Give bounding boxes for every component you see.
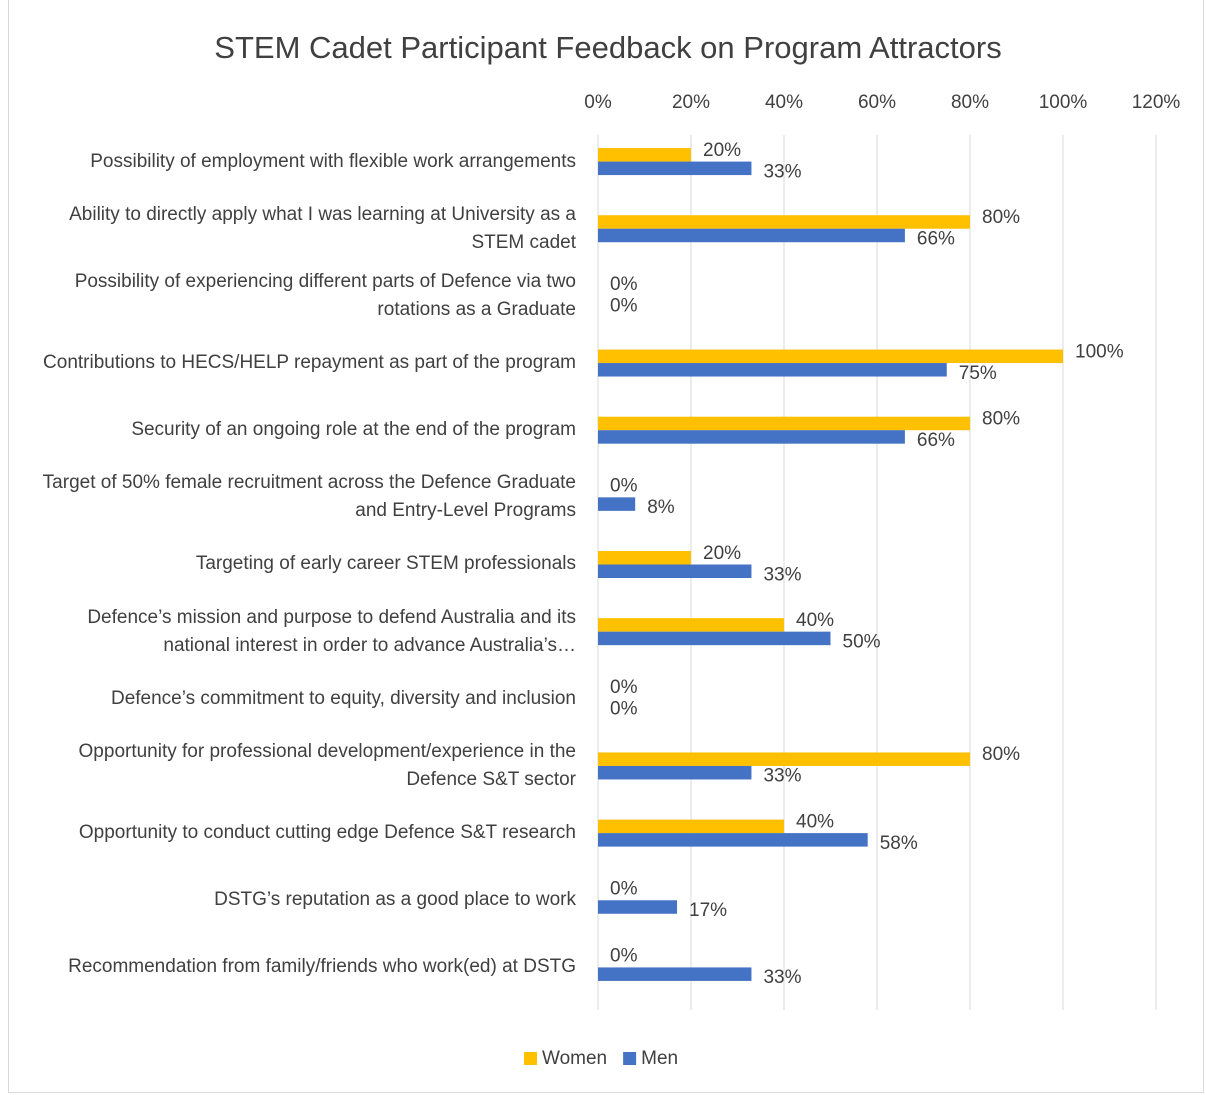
data-label: 75% xyxy=(959,363,997,384)
data-label: 33% xyxy=(763,766,801,787)
legend-label: Women xyxy=(542,1048,607,1069)
bar xyxy=(598,430,905,444)
bar xyxy=(598,497,636,511)
x-tick-label: 0% xyxy=(584,92,612,113)
bar xyxy=(598,765,752,780)
bar xyxy=(598,967,752,981)
data-label: 66% xyxy=(917,228,955,249)
bar xyxy=(598,819,784,834)
bar xyxy=(598,833,868,847)
data-label: 0% xyxy=(610,879,638,900)
data-label: 0% xyxy=(610,274,638,295)
x-tick-label: 120% xyxy=(1132,92,1181,113)
data-label: 58% xyxy=(880,833,918,854)
bar xyxy=(598,564,752,578)
data-label: 80% xyxy=(982,207,1020,228)
bar xyxy=(598,631,831,646)
y-tick-label: Opportunity for professional development… xyxy=(78,740,576,790)
data-label: 33% xyxy=(763,967,801,988)
bar xyxy=(598,363,947,377)
y-tick-label: Contributions to HECS/HELP repayment as … xyxy=(43,352,576,374)
x-tick-label: 40% xyxy=(765,92,803,113)
y-tick-label: Opportunity to conduct cutting edge Defe… xyxy=(78,822,576,844)
data-label: 8% xyxy=(647,497,675,518)
bar xyxy=(598,752,970,766)
x-tick-label: 80% xyxy=(951,92,989,113)
legend-swatch xyxy=(623,1052,637,1065)
y-tick-label: Target of 50% female recruitment across … xyxy=(42,472,576,522)
data-label: 33% xyxy=(763,161,801,182)
data-label: 0% xyxy=(610,476,638,497)
bar xyxy=(598,551,691,565)
bar xyxy=(598,215,970,229)
x-tick-label: 100% xyxy=(1039,92,1088,113)
bar xyxy=(598,349,1063,364)
y-tick-label: Defence’s commitment to equity, diversit… xyxy=(110,687,576,709)
x-tick-label: 60% xyxy=(858,92,896,113)
bar xyxy=(598,416,970,431)
data-label: 40% xyxy=(796,610,834,631)
data-label: 0% xyxy=(610,296,638,317)
legend-swatch xyxy=(524,1052,537,1065)
bar xyxy=(598,900,678,914)
y-tick-label: Defence’s mission and purpose to defend … xyxy=(87,606,576,656)
data-label: 40% xyxy=(796,811,834,832)
data-label: 20% xyxy=(703,140,741,161)
chart-title: STEM Cadet Participant Feedback on Progr… xyxy=(214,30,1001,65)
bar xyxy=(598,618,784,632)
data-label: 80% xyxy=(982,408,1020,429)
y-tick-label: Targeting of early career STEM professio… xyxy=(195,553,576,575)
data-label: 100% xyxy=(1075,341,1124,362)
bar xyxy=(598,161,752,176)
bar xyxy=(598,228,905,243)
bar xyxy=(598,148,691,162)
data-label: 33% xyxy=(763,564,801,585)
data-label: 0% xyxy=(610,699,638,720)
data-label: 80% xyxy=(982,744,1020,765)
chart-frame xyxy=(8,0,1204,1093)
x-tick-label: 20% xyxy=(672,92,710,113)
data-label: 20% xyxy=(703,543,741,564)
legend-label: Men xyxy=(641,1048,678,1069)
data-label: 0% xyxy=(610,946,638,967)
data-label: 50% xyxy=(843,631,881,652)
y-tick-label: Ability to directly apply what I was lea… xyxy=(69,203,576,253)
data-label: 0% xyxy=(610,677,638,698)
data-label: 66% xyxy=(917,430,955,451)
y-tick-label: Recommendation from family/friends who w… xyxy=(68,956,576,978)
y-tick-label: Security of an ongoing role at the end o… xyxy=(131,419,576,441)
y-tick-label: Possibility of employment with flexible … xyxy=(90,150,576,172)
y-tick-label: Possibility of experiencing different pa… xyxy=(74,270,576,320)
y-tick-label: DSTG’s reputation as a good place to wor… xyxy=(214,889,576,911)
data-label: 17% xyxy=(689,900,727,921)
